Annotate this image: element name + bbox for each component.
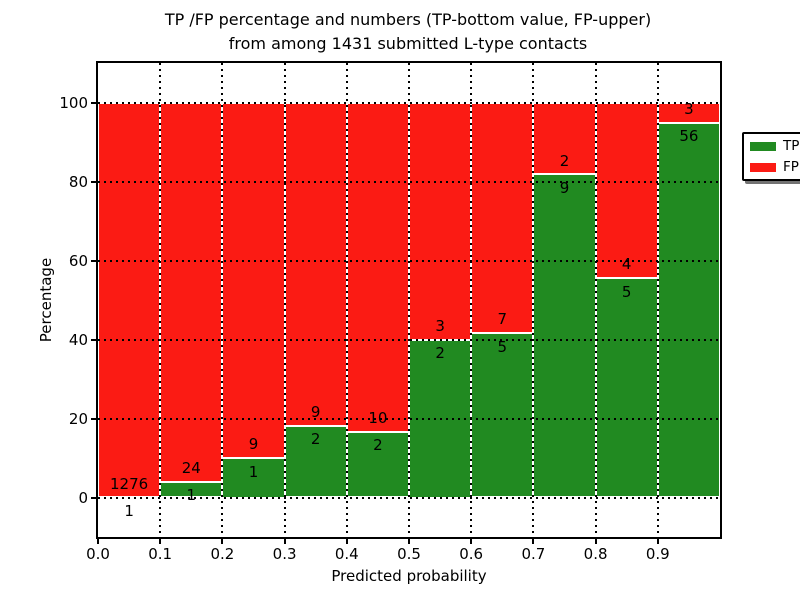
- fp-count-label: 1276: [110, 474, 149, 493]
- gridline-horizontal: [98, 101, 720, 104]
- fp-count-label: 3: [435, 316, 445, 335]
- y-tick: [91, 259, 96, 262]
- fp-count-label: 10: [368, 409, 388, 428]
- bar-segment-fp: [471, 102, 534, 333]
- gridline-vertical: [656, 63, 659, 537]
- bar-segment-tp: [222, 458, 285, 498]
- x-tick: [221, 539, 224, 544]
- x-tick: [345, 539, 348, 544]
- fp-count-label: 9: [310, 403, 321, 422]
- legend-entry-tp: TP: [750, 139, 800, 153]
- tp-count-label: 2: [373, 436, 383, 455]
- x-tick: [283, 539, 286, 544]
- gridline-horizontal: [98, 417, 720, 420]
- tp-count-label: 5: [497, 337, 508, 356]
- y-tick-label: 20: [68, 409, 88, 428]
- x-tick: [97, 539, 99, 544]
- x-tick: [532, 539, 535, 544]
- x-tick: [594, 539, 597, 544]
- bar-segment-fp: [346, 102, 409, 432]
- bar-segment-tp: [471, 332, 534, 498]
- x-tick: [408, 539, 410, 544]
- plot-area: 1276 1 24 1 9 1 9 2 10 2 3 2 7 5 2 9 4 5 3 56 TP FP: [96, 61, 800, 539]
- bar-segment-tp: [346, 431, 409, 498]
- tp-count-label: 1: [124, 501, 134, 520]
- gridline-horizontal: [98, 180, 720, 183]
- bar-segment-fp: [595, 102, 658, 279]
- bar-segment-tp: [595, 278, 658, 498]
- gridline-vertical: [594, 63, 597, 537]
- gridline-vertical: [470, 63, 473, 537]
- bar-segment-fp: [284, 102, 347, 426]
- x-axis-label: Predicted probability: [331, 567, 487, 585]
- fp-count-label: 7: [497, 310, 508, 329]
- x-tick-label: 0.7: [521, 545, 546, 563]
- bar-segment-tp: [657, 122, 720, 498]
- bar-segment-fp: [222, 102, 285, 458]
- fp-count-label: 24: [181, 459, 201, 478]
- fp-count-label: 2: [559, 151, 570, 170]
- x-tick: [656, 539, 659, 544]
- bar-segment-fp: [98, 102, 161, 498]
- y-tick: [91, 417, 96, 420]
- x-tick-label: 0.1: [148, 545, 173, 563]
- gridline-vertical: [532, 63, 535, 537]
- chart-subtitle: from among 1431 submitted L-type contact…: [228, 34, 588, 53]
- gridline-horizontal: [98, 496, 720, 499]
- tp-count-label: 5: [621, 282, 632, 301]
- fp-swatch-icon: [750, 162, 776, 172]
- fp-count-label: 3: [684, 99, 694, 118]
- x-tick-label: 0.5: [397, 545, 421, 563]
- gridline-horizontal: [98, 338, 720, 341]
- tp-count-label: 9: [559, 178, 570, 197]
- y-tick: [91, 338, 96, 341]
- tp-count-label: 1: [186, 486, 197, 505]
- x-tick: [159, 539, 162, 544]
- gridline-horizontal: [98, 259, 720, 262]
- y-tick-label: 60: [68, 251, 88, 270]
- y-tick: [91, 101, 96, 104]
- gridline-vertical: [283, 63, 286, 537]
- y-tick-label: 100: [59, 93, 88, 112]
- fp-count-label: 4: [621, 255, 632, 274]
- y-tick-label: 0: [78, 488, 88, 507]
- y-tick-label: 40: [68, 330, 88, 349]
- legend: TP FP: [742, 132, 800, 181]
- legend-entry-fp: FP: [750, 160, 800, 174]
- bar-segment-fp: [160, 102, 223, 482]
- x-tick: [470, 539, 473, 544]
- gridline-vertical: [345, 63, 348, 537]
- tp-count-label: 2: [435, 344, 445, 363]
- y-tick: [91, 180, 96, 183]
- tp-count-label: 1: [248, 462, 259, 481]
- chart-title: TP /FP percentage and numbers (TP-bottom…: [164, 10, 652, 29]
- tp-count-label: 2: [310, 430, 321, 449]
- y-tick: [91, 496, 96, 499]
- y-axis-label: Percentage: [37, 257, 55, 343]
- tp-count-label: 56: [679, 127, 699, 146]
- x-tick-label: 0.4: [334, 545, 359, 563]
- x-tick-label: 0.8: [583, 545, 608, 563]
- x-tick-label: 0.0: [86, 545, 110, 563]
- y-tick-label: 80: [68, 172, 88, 191]
- bar-segment-fp: [409, 102, 472, 340]
- bar-segment-tp: [533, 174, 596, 498]
- gridline-vertical: [221, 63, 224, 537]
- gridline-vertical: [408, 63, 410, 537]
- legend-label-tp: TP: [783, 138, 800, 154]
- gridline-vertical: [159, 63, 162, 537]
- tp-swatch-icon: [750, 141, 776, 151]
- x-tick-label: 0.9: [645, 545, 670, 563]
- fp-count-label: 9: [248, 435, 259, 454]
- legend-label-fp: FP: [783, 159, 799, 175]
- plot-inner: 1276 1 24 1 9 1 9 2 10 2 3 2 7 5 2 9 4 5 3 56: [98, 63, 720, 537]
- x-tick-label: 0.3: [272, 545, 297, 563]
- x-tick-label: 0.6: [459, 545, 484, 563]
- x-tick-label: 0.2: [210, 545, 235, 563]
